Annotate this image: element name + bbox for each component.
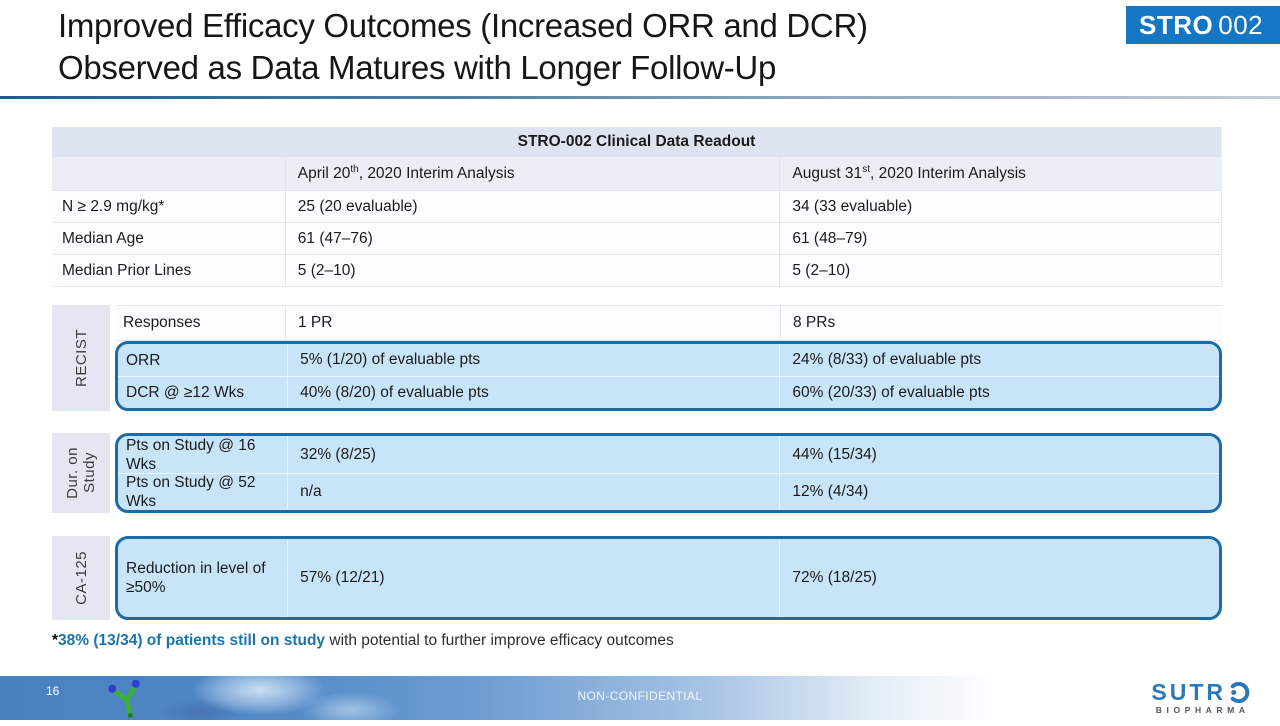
- cell-april: n/a: [287, 474, 779, 510]
- section-duration: Dur. on Study Pts on Study @ 16 Wks 32% (…: [52, 433, 1222, 513]
- table-title: STRO-002 Clinical Data Readout: [52, 127, 1221, 157]
- cell-april: 40% (8/20) of evaluable pts: [287, 377, 779, 408]
- page-title-line1: Improved Efficacy Outcomes (Increased OR…: [58, 7, 868, 44]
- cell-august: 12% (4/34): [779, 474, 1219, 510]
- cell-april: 32% (8/25): [287, 436, 779, 473]
- section-recist-table: Responses 1 PR 8 PRs ORR 5% (1/20) of ev…: [115, 305, 1222, 411]
- row-label: Responses: [123, 314, 201, 331]
- cell-august: 72% (18/25): [779, 539, 1219, 617]
- section-duration-table: Pts on Study @ 16 Wks 32% (8/25) 44% (15…: [115, 433, 1222, 513]
- footer-bar: 16 NON-CONFIDENTIAL SUTR BIOPHARMA: [0, 676, 1280, 720]
- table-row-n: N ≥ 2.9 mg/kg* 25 (20 evaluable) 34 (33 …: [52, 190, 1221, 222]
- sutro-logo-o-icon: [1230, 681, 1250, 704]
- table-row-prior-lines: Median Prior Lines 5 (2–10) 5 (2–10): [52, 254, 1221, 286]
- antibody-icon: [104, 675, 151, 726]
- cell-april: 25 (20 evaluable): [284, 191, 780, 222]
- row-label: Pts on Study @ 16 Wks: [126, 436, 256, 473]
- footnote: *38% (13/34) of patients still on study …: [52, 630, 758, 652]
- badge-number: 002: [1218, 9, 1264, 40]
- page-title-line2: Observed as Data Matures with Longer Fol…: [58, 49, 777, 86]
- row-label: ORR: [126, 351, 161, 369]
- sutro-biopharma-logo: SUTR BIOPHARMA: [1151, 680, 1250, 715]
- cell-august: 44% (15/34): [779, 436, 1219, 473]
- cell-august: 5 (2–10): [779, 255, 1221, 286]
- cell-august: 61 (48–79): [779, 223, 1221, 254]
- column-header-august: August 31st, 2020 Interim Analysis: [779, 157, 1221, 190]
- row-label: N ≥ 2.9 mg/kg*: [62, 197, 165, 215]
- cell-april: 5% (1/20) of evaluable pts: [287, 344, 779, 376]
- cell-april: 61 (47–76): [284, 223, 780, 254]
- cell-august: 8 PRs: [780, 306, 1222, 340]
- page-number: 16: [46, 684, 60, 698]
- section-ca125: CA-125 Reduction in level of ≥50% 57% (1…: [52, 536, 1222, 620]
- page-title: Improved Efficacy Outcomes (Increased OR…: [58, 5, 868, 89]
- row-label: Median Prior Lines: [62, 261, 192, 279]
- column-header-april: April 20th, 2020 Interim Analysis: [284, 157, 780, 190]
- table-row-ca125: Reduction in level of ≥50% 57% (12/21) 7…: [118, 539, 1219, 617]
- crystal-image: [140, 676, 470, 720]
- cell-august: 60% (20/33) of evaluable pts: [779, 377, 1219, 408]
- section-recist: RECIST Responses 1 PR 8 PRs ORR 5% (1/20…: [52, 305, 1222, 411]
- row-label: Pts on Study @ 52 Wks: [126, 474, 256, 510]
- section-ca125-table: Reduction in level of ≥50% 57% (12/21) 7…: [115, 536, 1222, 620]
- section-duration-label: Dur. on Study: [52, 433, 110, 513]
- cell-april: 1 PR: [285, 306, 780, 340]
- stro-002-badge: STRO 002: [1126, 6, 1280, 44]
- table-row-52wks: Pts on Study @ 52 Wks n/a 12% (4/34): [118, 473, 1219, 510]
- table-row-16wks: Pts on Study @ 16 Wks 32% (8/25) 44% (15…: [118, 436, 1219, 473]
- table-row-dcr: DCR @ ≥12 Wks 40% (8/20) of evaluable pt…: [118, 376, 1219, 408]
- table-row-orr: ORR 5% (1/20) of evaluable pts 24% (8/33…: [118, 344, 1219, 376]
- clinical-data-table: STRO-002 Clinical Data Readout April 20t…: [52, 127, 1222, 287]
- cell-april: 57% (12/21): [287, 539, 779, 617]
- highlight-box-duration: Pts on Study @ 16 Wks 32% (8/25) 44% (15…: [115, 433, 1222, 513]
- sutro-logo-subtext: BIOPHARMA: [1155, 705, 1250, 715]
- highlight-box-recist: ORR 5% (1/20) of evaluable pts 24% (8/33…: [115, 341, 1222, 411]
- highlight-box-ca125: Reduction in level of ≥50% 57% (12/21) 7…: [115, 536, 1222, 620]
- cell-august: 34 (33 evaluable): [779, 191, 1221, 222]
- sutro-logo-wordmark: SUTR: [1151, 680, 1250, 704]
- cell-april: 5 (2–10): [284, 255, 780, 286]
- title-divider: [0, 96, 1280, 99]
- section-ca125-label: CA-125: [52, 536, 110, 620]
- table-row-responses: Responses 1 PR 8 PRs: [115, 305, 1222, 341]
- row-label: Median Age: [62, 229, 144, 247]
- row-label: DCR @ ≥12 Wks: [126, 384, 245, 401]
- badge-brand: STRO: [1139, 9, 1214, 40]
- footnote-asterisk: *: [52, 632, 59, 649]
- footnote-rest: with potential to further improve effica…: [325, 632, 674, 649]
- table-header-row: April 20th, 2020 Interim Analysis August…: [52, 157, 1221, 190]
- row-label: Reduction in level of ≥50%: [126, 560, 266, 596]
- cell-august: 24% (8/33) of evaluable pts: [779, 344, 1219, 376]
- footnote-highlight: 38% (13/34) of patients still on study: [58, 632, 326, 649]
- confidentiality-label: NON-CONFIDENTIAL: [577, 689, 703, 703]
- section-recist-label: RECIST: [52, 305, 110, 411]
- table-row-median-age: Median Age 61 (47–76) 61 (48–79): [52, 222, 1221, 254]
